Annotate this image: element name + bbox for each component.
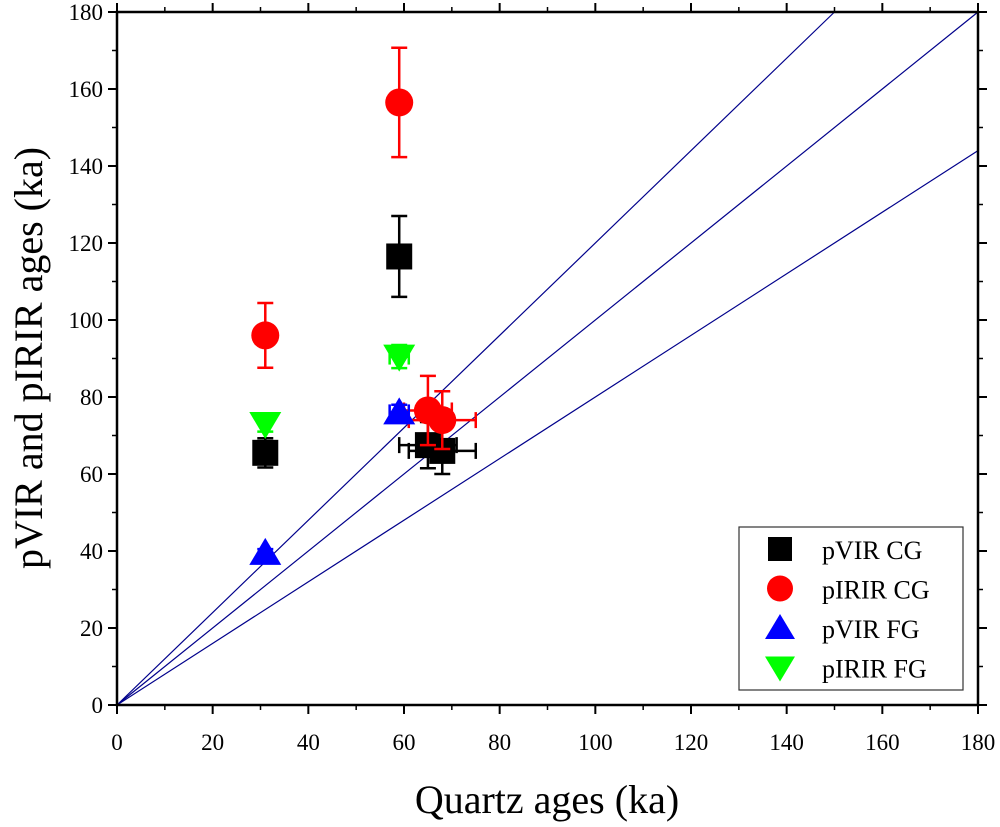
x-tick-label: 60	[393, 730, 416, 755]
data-point	[383, 344, 416, 372]
data-point	[428, 406, 457, 435]
axis-ticks: 0 20 40 60 80 100 120 140 160 180 0 20 40 60 80 100 120 1…	[69, 0, 996, 755]
legend-item: pIRIR CG	[767, 575, 930, 605]
data-point	[252, 439, 279, 466]
y-tick-label: 80	[80, 385, 103, 410]
y-tick-label: 100	[69, 308, 104, 333]
x-tick-label: 0	[111, 730, 123, 755]
data-points	[249, 46, 477, 565]
x-tick-label: 20	[201, 730, 224, 755]
y-tick-label: 40	[80, 539, 103, 564]
legend-label: pVIR CG	[822, 536, 922, 565]
x-axis-label: Quartz ages (ka)	[415, 777, 679, 822]
y-tick-label: 180	[69, 0, 104, 25]
legend-label: pIRIR CG	[822, 576, 930, 605]
legend-marker	[765, 656, 795, 682]
reference-lines	[116, 11, 979, 706]
legend-marker	[767, 575, 793, 602]
x-tick-label: 120	[674, 730, 709, 755]
legend: pVIR CG pIRIR CG pVIR FG pIRIR FG	[738, 526, 964, 691]
x-tick-label: 80	[488, 730, 511, 755]
data-point	[249, 411, 282, 439]
y-tick-label: 0	[92, 693, 104, 718]
legend-label: pVIR FG	[822, 615, 920, 644]
legend-label: pIRIR FG	[822, 655, 927, 684]
y-tick-label: 140	[69, 154, 104, 179]
y-tick-label: 120	[69, 231, 104, 256]
legend-item: pVIR FG	[765, 614, 920, 644]
legend-item: pIRIR FG	[765, 655, 927, 684]
x-tick-label: 180	[961, 730, 996, 755]
x-tick-label: 160	[865, 730, 900, 755]
legend-marker	[768, 537, 792, 561]
data-point	[251, 321, 280, 350]
reference-line-0	[116, 11, 835, 706]
data-point	[386, 243, 413, 270]
series-pirir-fg	[249, 343, 416, 439]
plot-frame	[115, 10, 980, 707]
y-tick-label: 60	[80, 462, 103, 487]
x-tick-label: 140	[769, 730, 804, 755]
legend-marker	[765, 614, 795, 639]
y-tick-label: 20	[80, 616, 103, 641]
legend-item: pVIR CG	[768, 536, 922, 565]
y-tick-label: 160	[69, 77, 104, 102]
x-tick-label: 100	[578, 730, 613, 755]
reference-line-2	[116, 150, 979, 706]
data-point	[249, 537, 282, 565]
y-axis-label: pVIR and pIRIR ages (ka)	[6, 147, 51, 569]
x-tick-label: 40	[297, 730, 320, 755]
data-point	[383, 397, 416, 425]
reference-line-1	[116, 11, 979, 706]
series-pvir-fg	[249, 397, 416, 565]
series-pirir-cg	[251, 46, 477, 451]
data-point	[385, 88, 414, 117]
